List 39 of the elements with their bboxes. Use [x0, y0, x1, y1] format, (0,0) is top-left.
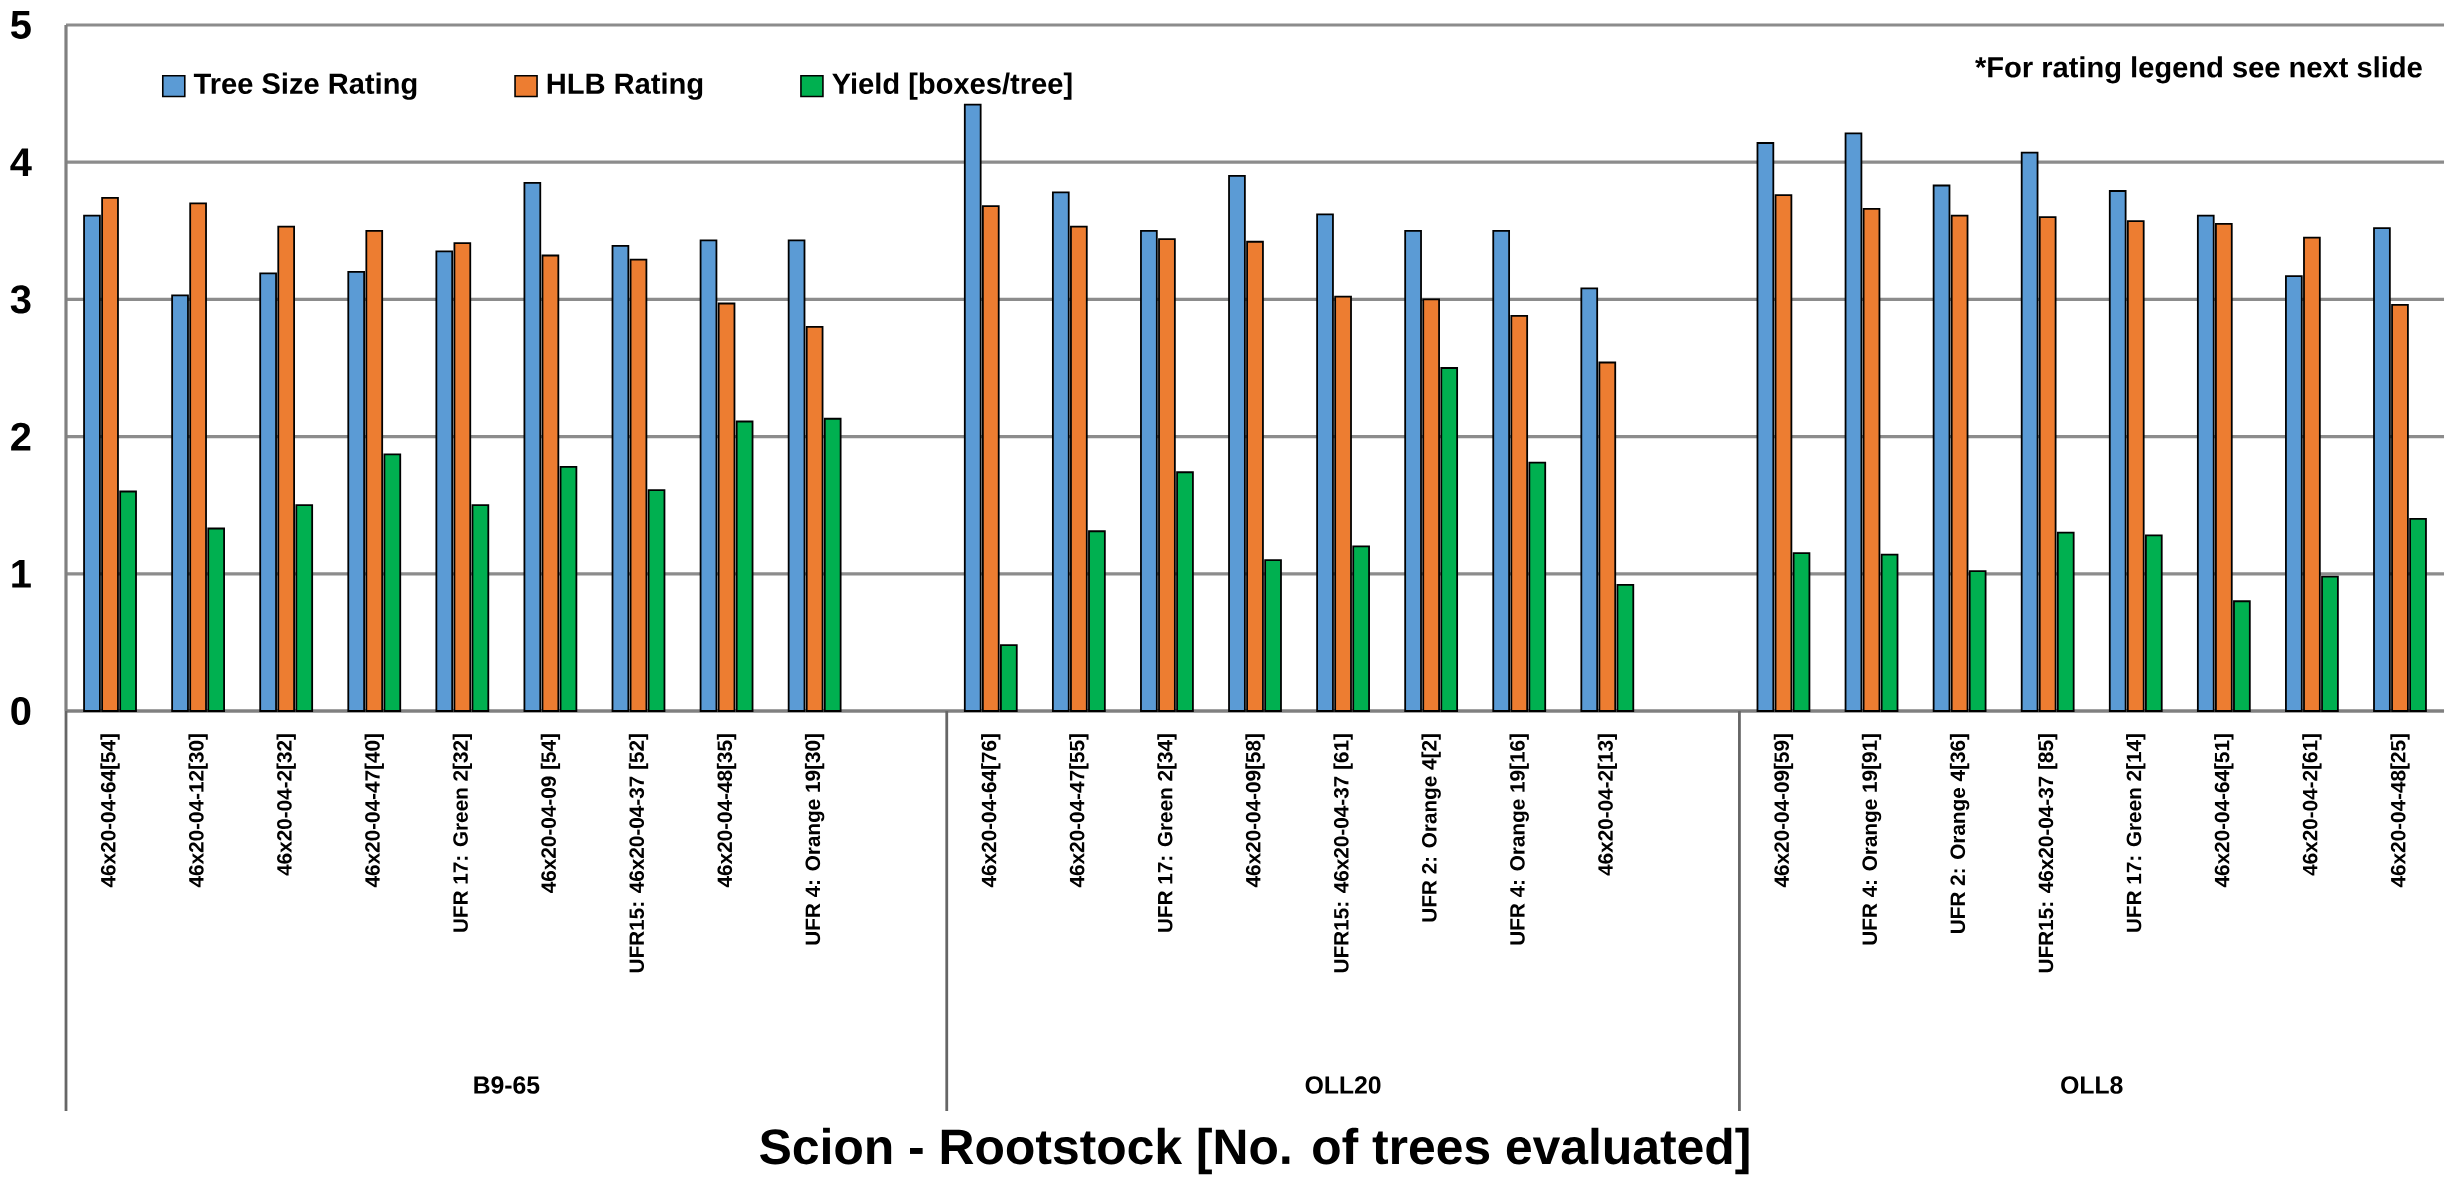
x-tick-label: 46x20-04-2[61] [2302, 734, 2322, 876]
text: B9-65 [474, 1076, 540, 1094]
x-tick-label: 46x20-04-48[25] [2390, 734, 2410, 888]
x-tick-label: 46x20-04-2[13] [1597, 734, 1617, 876]
x-tick-label: UFR 4: Orange 19[30] [804, 734, 825, 945]
x-tick-label: 46x20-04-47[40] [364, 734, 384, 888]
y-tick-label: 2 [11, 422, 31, 451]
legend-label: HLB Rating [547, 72, 703, 100]
x-tick-label: 46x20-04-09[58] [1245, 734, 1265, 888]
x-axis-title: Scion - Rootstock [No. of trees evaluated] [760, 1127, 1749, 1175]
text: OLL20 [1305, 1076, 1381, 1094]
y-tick-label: 1 [12, 560, 31, 588]
x-tick-label: 46x20-04-09[59] [1773, 734, 1794, 888]
x-tick-label: 46x20-04-64[76] [981, 734, 1001, 888]
x-tick-label: UFR15: 46x20-04-37 [61] [1333, 734, 1353, 973]
x-tick-label: 46x20-04-64[51] [2214, 734, 2234, 888]
y-tick-label: 3 [10, 285, 31, 314]
x-tick-label: UFR 17: Green 2[34] [1157, 734, 1177, 932]
y-tick-label: 5 [11, 11, 31, 39]
x-tick-label: UFR 2: Orange 4[2] [1421, 734, 1441, 922]
x-tick-label: UFR15: 46x20-04-37 [85] [2037, 734, 2058, 973]
legend-label: Tree Size Rating [193, 72, 417, 100]
x-tick-label: 46x20-04-47[55] [1069, 734, 1089, 888]
legend-label: Yield [boxes/tree] [832, 72, 1072, 100]
y-tick-label: 4 [10, 148, 32, 176]
x-tick-label: 46x20-04-2[32] [276, 734, 296, 876]
annotation: *For rating legend see next slide [1975, 56, 2422, 84]
y-tick-label: 0 [11, 696, 31, 726]
x-tick-label: UFR 17: Green 2[14] [2126, 734, 2146, 932]
x-tick-label: 46x20-04-12[30] [188, 734, 208, 888]
x-tick-label: UFR 2: Orange 4[36] [1949, 734, 1970, 933]
x-tick-label: 46x20-04-64[54] [100, 734, 120, 888]
x-tick-label: 46x20-04-09 [54] [540, 734, 561, 893]
x-tick-label: UFR 4: Orange 19[16] [1509, 734, 1529, 945]
x-tick-label: UFR 17: Green 2[32] [452, 734, 472, 932]
x-tick-label: 46x20-04-48[35] [716, 734, 737, 888]
x-tick-label: UFR 4: Orange 19[91] [1861, 734, 1882, 945]
text: OLL8 [2061, 1076, 2123, 1094]
x-tick-label: UFR15: 46x20-04-37 [52] [628, 734, 649, 973]
